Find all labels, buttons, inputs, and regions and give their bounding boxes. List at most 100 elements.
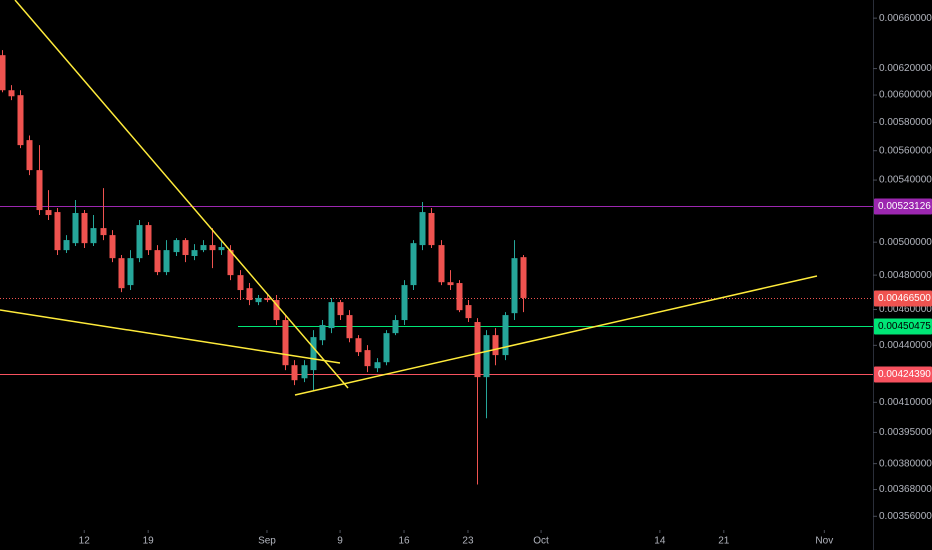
candle-body	[474, 322, 481, 378]
y-tick-label: 0.00560000	[879, 145, 932, 156]
candle-body	[319, 325, 326, 341]
x-tick-label: Sep	[258, 536, 276, 547]
candle-body	[255, 297, 262, 303]
candle-body	[8, 90, 15, 97]
candle-body	[310, 337, 317, 371]
x-tick-label: 12	[79, 536, 91, 547]
candle-body	[90, 228, 97, 244]
x-tick-label: 16	[398, 536, 410, 547]
y-tick-label: 0.00368000	[879, 484, 932, 495]
candle-body	[136, 225, 143, 259]
candle-body	[209, 245, 216, 251]
candle-body	[227, 250, 234, 276]
candle-body	[191, 250, 198, 257]
candle-body	[145, 225, 152, 251]
candle-body	[45, 210, 52, 216]
price-level-label-bg	[874, 318, 932, 335]
candle-body	[0, 55, 6, 91]
y-tick-label: 0.00410000	[879, 397, 932, 408]
candle-body	[237, 275, 244, 291]
x-tick-label: 19	[143, 536, 155, 547]
candle-body	[54, 212, 61, 251]
candle-body	[511, 258, 518, 314]
trend-line	[0, 309, 341, 364]
y-tick-label: 0.00600000	[879, 90, 932, 101]
candle-body	[337, 302, 344, 316]
candle-body	[383, 333, 390, 363]
candle-body	[438, 245, 445, 283]
y-tick-label: 0.00540000	[879, 175, 932, 186]
axes: 0.00660000 0.00620000 0.00600000 0.00580000…	[79, 13, 932, 547]
candle-body	[246, 288, 253, 301]
x-tick-label: 9	[337, 536, 343, 547]
candle-body	[465, 305, 472, 319]
price-level-label-bg	[874, 366, 932, 383]
x-tick-label: 23	[462, 536, 474, 547]
candle-body	[182, 240, 189, 256]
y-tick-label: 0.00660000	[879, 13, 932, 24]
candle-body	[200, 245, 207, 251]
candle-body	[492, 335, 499, 356]
x-tick-label: Oct	[533, 536, 549, 547]
candle-body	[36, 170, 43, 211]
candle-body	[374, 362, 381, 369]
price-level-label-bg	[874, 290, 932, 307]
candle-body	[401, 285, 408, 321]
candle-body	[127, 258, 134, 286]
price-level-label: 0.00450475	[878, 321, 931, 332]
candle-body	[456, 283, 463, 311]
candle-body	[301, 365, 308, 379]
trend-line	[294, 275, 818, 396]
candle-body	[100, 228, 107, 236]
candle-body	[355, 338, 362, 353]
y-tick-label: 0.00580000	[879, 117, 932, 128]
level-labels: 0.00523126 0.00466500 0.00450475 0.00424390	[874, 198, 932, 383]
candles	[0, 50, 527, 485]
candle-body	[346, 315, 353, 339]
candle-body	[81, 213, 88, 244]
candle-body	[291, 365, 298, 381]
candle-body	[17, 95, 24, 146]
candle-body	[483, 335, 490, 378]
y-tick-label: 0.00440000	[879, 340, 932, 351]
price-level-label-bg	[874, 198, 932, 215]
candle-body	[118, 258, 125, 289]
candle-body	[392, 320, 399, 334]
trend-line	[14, 0, 349, 389]
y-tick-label: 0.00380000	[879, 458, 932, 469]
candle-body	[428, 213, 435, 246]
price-level-label: 0.00424390	[878, 369, 931, 380]
candle-body	[364, 350, 371, 367]
price-level-label: 0.00466500	[878, 293, 931, 304]
candle-body	[447, 282, 454, 286]
candle-body	[154, 250, 161, 273]
x-tick-label: 14	[654, 536, 666, 547]
candle-body	[410, 243, 417, 286]
candle-body	[63, 240, 70, 251]
candle-body	[109, 235, 116, 259]
y-tick-label: 0.00480000	[879, 270, 932, 281]
candle-body	[502, 315, 509, 356]
candle-body	[218, 247, 225, 251]
trend-lines	[0, 0, 818, 396]
y-tick-label: 0.00395000	[879, 427, 932, 438]
y-tick-label: 0.00500000	[879, 237, 932, 248]
y-tick-label: 0.00460000	[879, 304, 932, 315]
candle-body	[26, 140, 33, 171]
y-tick-label: 0.00356000	[879, 511, 932, 522]
price-level-label: 0.00523126	[878, 201, 931, 212]
x-tick-label: Nov	[815, 536, 833, 547]
candle-body	[282, 320, 289, 366]
y-tick-label: 0.00620000	[879, 63, 932, 74]
candle-body	[163, 250, 170, 273]
candle-body	[264, 297, 271, 301]
candle-body	[419, 212, 426, 246]
candle-body	[273, 300, 280, 321]
candle-body	[328, 302, 335, 329]
x-tick-label: 21	[718, 536, 730, 547]
candle-body	[520, 257, 527, 298]
price-levels	[0, 206, 873, 375]
candle-body	[173, 240, 180, 253]
